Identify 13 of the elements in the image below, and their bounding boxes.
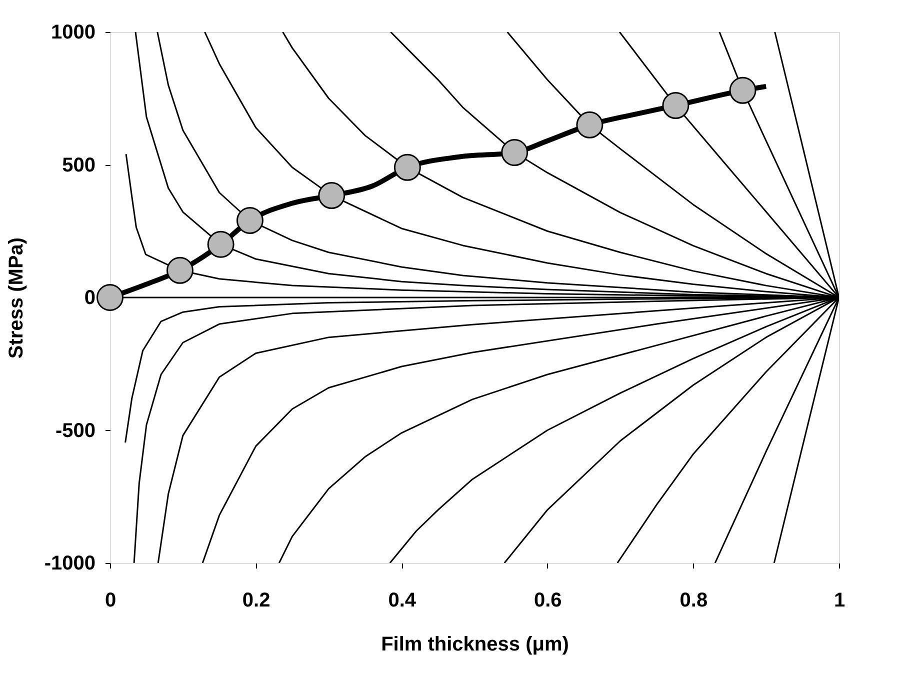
x-tick-label: 1 <box>834 590 846 612</box>
y-tick-label: -500 <box>55 420 96 442</box>
x-axis-title: Film thickness (μm) <box>381 634 569 656</box>
x-tick-label: 0.6 <box>534 590 562 612</box>
x-tick-label: 0.4 <box>388 590 417 612</box>
x-tick-label: 0.2 <box>242 590 270 612</box>
x-tick-label: 0 <box>104 590 116 612</box>
y-tick-label: 500 <box>62 154 96 176</box>
y-tick-label: 1000 <box>51 22 96 44</box>
y-tick-label: 0 <box>84 287 96 309</box>
y-tick-label: -1000 <box>44 552 96 574</box>
y-axis-title: Stress (MPa) <box>5 237 28 359</box>
x-tick-label: 0.8 <box>680 590 708 612</box>
